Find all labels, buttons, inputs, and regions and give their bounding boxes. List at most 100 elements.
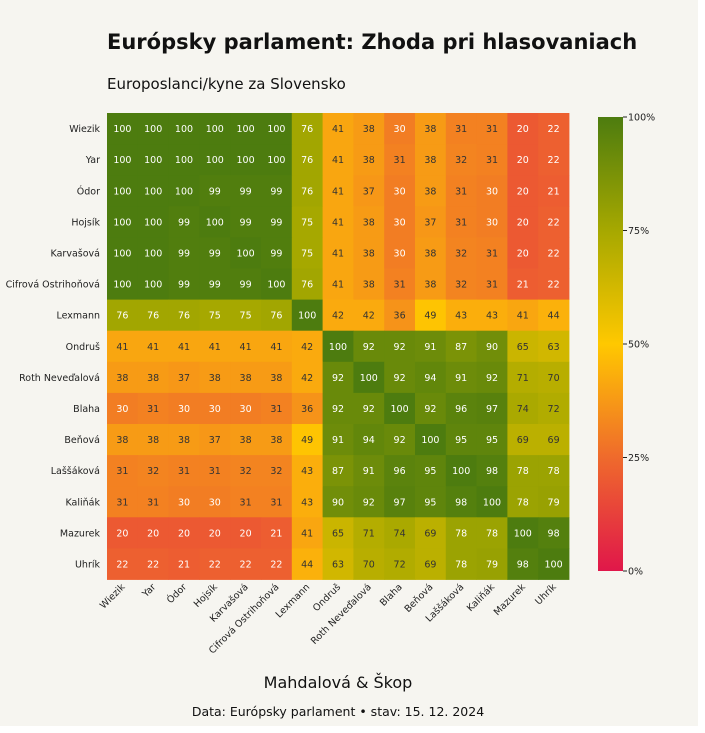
cell-value-label: 37 — [209, 435, 221, 446]
heatmap-cell — [137, 206, 169, 238]
cell-value-label: 98 — [486, 466, 498, 477]
heatmap-cell — [137, 455, 169, 487]
column-label: Mazurek — [492, 581, 528, 617]
cell-value-label: 78 — [517, 497, 529, 508]
cell-value-label: 49 — [301, 435, 313, 446]
cell-value-label: 31 — [486, 248, 498, 259]
heatmap-cell — [353, 175, 385, 207]
row-label: Lexmann — [56, 311, 100, 322]
heatmap-cell — [291, 517, 323, 549]
heatmap-cell — [107, 268, 139, 300]
cell-value-label: 38 — [240, 435, 252, 446]
cell-value-label: 78 — [455, 528, 467, 539]
cell-value-label: 98 — [517, 559, 529, 570]
heatmap-cell — [353, 548, 385, 580]
heatmap-cell — [476, 299, 508, 332]
heatmap-cell — [291, 548, 323, 580]
heatmap-cell — [322, 517, 354, 549]
cell-value-label: 41 — [147, 342, 159, 353]
cell-value-label: 22 — [548, 155, 560, 166]
cell-value-label: 20 — [147, 528, 159, 539]
cell-value-label: 31 — [455, 124, 467, 135]
cell-value-label: 100 — [329, 342, 347, 353]
cell-value-label: 38 — [270, 435, 282, 446]
cell-value-label: 100 — [237, 124, 255, 135]
heatmap-cell — [384, 455, 416, 487]
heatmap-cell — [415, 113, 447, 145]
heatmap-cell — [291, 455, 323, 487]
cell-value-label: 31 — [147, 404, 159, 415]
cell-value-label: 78 — [455, 559, 467, 570]
cell-value-label: 31 — [147, 497, 159, 508]
cell-value-label: 43 — [455, 311, 467, 322]
cell-value-label: 100 — [267, 280, 285, 291]
cell-value-label: 30 — [209, 497, 221, 508]
cell-value-label: 95 — [455, 435, 467, 446]
heatmap-cell — [322, 113, 354, 145]
heatmap-cell — [230, 206, 262, 238]
heatmap-cell — [107, 517, 139, 549]
cell-value-label: 91 — [332, 435, 344, 446]
heatmap-cell — [291, 268, 323, 300]
cell-value-label: 100 — [514, 528, 532, 539]
row-label: Wiezik — [69, 124, 100, 135]
heatmap-cell — [199, 144, 231, 176]
colorbar-tick-label: 100% — [628, 113, 655, 124]
cell-value-label: 41 — [332, 280, 344, 291]
heatmap-cell — [322, 455, 354, 487]
heatmap-cell — [507, 455, 539, 487]
cell-value-label: 78 — [548, 466, 560, 477]
heatmap-cell — [476, 361, 508, 394]
heatmap-cell — [507, 113, 539, 145]
heatmap-cell — [445, 206, 477, 238]
heatmap-cell — [137, 330, 169, 363]
cell-value-label: 38 — [240, 373, 252, 384]
cell-value-label: 94 — [363, 435, 375, 446]
heatmap-cell — [384, 175, 416, 207]
heatmap-cell — [230, 424, 262, 456]
cell-value-label: 31 — [455, 186, 467, 197]
chart-subtitle: Europoslanci/kyne za Slovensko — [107, 75, 346, 93]
cell-value-label: 22 — [548, 280, 560, 291]
cell-value-label: 44 — [548, 311, 560, 322]
heatmap-cell — [199, 299, 231, 332]
heatmap-cell — [168, 517, 200, 549]
cell-value-label: 31 — [486, 280, 498, 291]
cell-value-label: 41 — [116, 342, 128, 353]
cell-value-label: 76 — [147, 311, 159, 322]
cell-value-label: 42 — [301, 373, 313, 384]
heatmap-cell — [538, 237, 570, 269]
cell-value-label: 65 — [517, 342, 529, 353]
heatmap-cell — [445, 361, 477, 394]
heatmap-cell — [538, 517, 570, 549]
heatmap-cell — [507, 424, 539, 456]
cell-value-label: 20 — [517, 186, 529, 197]
heatmap-cell — [322, 486, 354, 518]
cell-value-label: 63 — [548, 342, 560, 353]
heatmap-cell — [322, 144, 354, 176]
heatmap-cell — [384, 330, 416, 363]
heatmap-cell — [445, 392, 477, 425]
heatmap-cell — [538, 424, 570, 456]
heatmap-cell — [199, 424, 231, 456]
cell-value-label: 100 — [237, 155, 255, 166]
heatmap-cell — [322, 268, 354, 300]
heatmap-cell — [107, 299, 139, 332]
heatmap-cell — [476, 206, 508, 238]
heatmap-cell — [107, 455, 139, 487]
cell-value-label: 41 — [332, 217, 344, 228]
cell-value-label: 100 — [113, 248, 131, 259]
heatmap-cell — [291, 237, 323, 269]
cell-value-label: 71 — [517, 373, 529, 384]
heatmap-cell — [353, 299, 385, 332]
row-label: Mazurek — [60, 528, 101, 539]
cell-value-label: 100 — [206, 217, 224, 228]
heatmap-cell — [476, 268, 508, 300]
cell-value-label: 95 — [424, 497, 436, 508]
heatmap-cell — [107, 392, 139, 425]
cell-value-label: 32 — [270, 466, 282, 477]
cell-value-label: 41 — [332, 186, 344, 197]
heatmap-cell — [507, 517, 539, 549]
cell-value-label: 30 — [116, 404, 128, 415]
heatmap-cell — [507, 237, 539, 269]
